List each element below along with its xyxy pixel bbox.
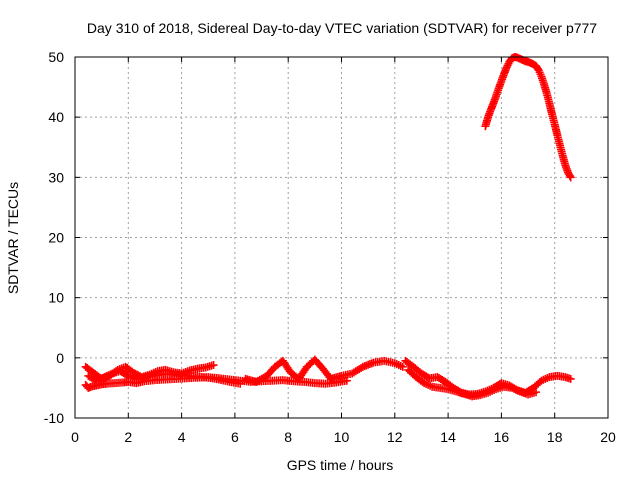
x-tick-label: 12 xyxy=(387,429,403,445)
x-tick-label: 14 xyxy=(440,429,456,445)
y-tick-label: 0 xyxy=(56,350,64,366)
x-tick-label: 2 xyxy=(124,429,132,445)
series-low-band-f xyxy=(404,365,541,401)
x-tick-label: 16 xyxy=(494,429,510,445)
data-point-trail xyxy=(503,61,512,70)
y-tick-label: -10 xyxy=(44,410,64,426)
plot-frame xyxy=(74,56,609,419)
series-low-band-c xyxy=(84,367,245,388)
x-axis-label: GPS time / hours xyxy=(287,457,394,473)
data-point xyxy=(236,379,245,388)
data-point-trail xyxy=(122,370,131,379)
data-point xyxy=(566,374,575,383)
data-point xyxy=(566,173,575,182)
series-high-arc xyxy=(481,53,575,182)
y-tick-label: 30 xyxy=(48,169,64,185)
data-point-trail xyxy=(357,363,366,372)
y-tick-label: 20 xyxy=(48,230,64,246)
data-point-trail xyxy=(565,171,574,180)
y-tick-label: 10 xyxy=(48,290,64,306)
y-axis-label: SDTVAR / TECUs xyxy=(5,182,21,294)
data-point xyxy=(209,361,218,370)
data-point xyxy=(342,376,351,385)
data-point xyxy=(398,362,407,371)
x-tick-label: 20 xyxy=(600,429,616,445)
x-tick-label: 18 xyxy=(547,429,563,445)
x-tick-label: 4 xyxy=(178,429,186,445)
chart-title: Day 310 of 2018, Sidereal Day-to-day VTE… xyxy=(87,20,597,36)
data-points xyxy=(81,53,575,401)
y-tick-label: 50 xyxy=(48,49,64,65)
y-tick-labels: -10 0 10 20 30 40 50 xyxy=(44,49,64,426)
y-tick-label: 40 xyxy=(48,109,64,125)
x-tick-label: 8 xyxy=(284,429,292,445)
x-tick-label: 6 xyxy=(231,429,239,445)
data-point xyxy=(532,388,541,397)
x-tick-label: 10 xyxy=(334,429,350,445)
x-tick-labels: 0 2 4 6 8 10 12 14 16 18 20 xyxy=(71,429,616,445)
data-point xyxy=(502,63,511,72)
x-tick-label: 0 xyxy=(71,429,79,445)
grid xyxy=(75,57,608,418)
series-low-band-d xyxy=(241,355,407,386)
